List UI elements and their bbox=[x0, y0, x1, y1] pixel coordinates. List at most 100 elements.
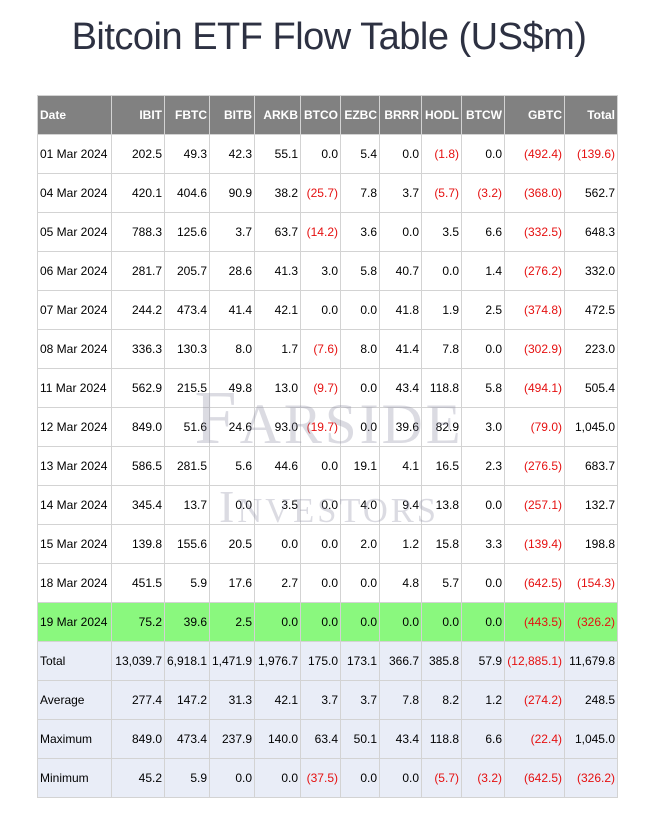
summary-row: Total 13,039.7 6,918.1 1,471.9 1,976.7 175.0 1… bbox=[37, 641, 618, 681]
column-header-gbtc: GBTC bbox=[504, 95, 565, 135]
value-cell-btcw: 3.0 bbox=[461, 407, 505, 447]
value-cell-fbtc: 5.9 bbox=[164, 758, 210, 798]
value-cell-btcw: 0.0 bbox=[461, 329, 505, 369]
value-cell-arkb: 38.2 bbox=[254, 173, 301, 213]
value-cell-arkb: 0.0 bbox=[254, 602, 301, 642]
table-row: 15 Mar 2024 139.8 155.6 20.5 0.0 0.0 2.0 1.2 15.… bbox=[37, 524, 618, 564]
value-cell-total: 683.7 bbox=[564, 446, 618, 486]
value-cell-ibit: 586.5 bbox=[111, 446, 165, 486]
value-cell-gbtc: (492.4) bbox=[504, 134, 565, 174]
etf-flow-table: Date IBIT FBTC BITB ARKB BTCO EZBC BRRR HODL BTCW… bbox=[37, 95, 618, 798]
value-cell-hodl: 118.8 bbox=[421, 719, 462, 759]
value-cell-brrr: 0.0 bbox=[379, 758, 422, 798]
column-header-bitb: BITB bbox=[209, 95, 255, 135]
value-cell-ibit: 345.4 bbox=[111, 485, 165, 525]
value-cell-hodl: 15.8 bbox=[421, 524, 462, 564]
value-cell-ezbc: 5.4 bbox=[340, 134, 380, 174]
row-label-cell: 05 Mar 2024 bbox=[37, 212, 112, 252]
value-cell-ibit: 45.2 bbox=[111, 758, 165, 798]
value-cell-hodl: 5.7 bbox=[421, 563, 462, 603]
value-cell-btco: 0.0 bbox=[300, 134, 341, 174]
value-cell-btco: (9.7) bbox=[300, 368, 341, 408]
value-cell-btco: 0.0 bbox=[300, 563, 341, 603]
value-cell-gbtc: (139.4) bbox=[504, 524, 565, 564]
value-cell-brrr: 0.0 bbox=[379, 602, 422, 642]
value-cell-fbtc: 473.4 bbox=[164, 719, 210, 759]
value-cell-brrr: 43.4 bbox=[379, 719, 422, 759]
value-cell-total: 472.5 bbox=[564, 290, 618, 330]
value-cell-brrr: 41.4 bbox=[379, 329, 422, 369]
value-cell-brrr: 39.6 bbox=[379, 407, 422, 447]
value-cell-gbtc: (642.5) bbox=[504, 563, 565, 603]
value-cell-ezbc: 3.7 bbox=[340, 680, 380, 720]
value-cell-ezbc: 7.8 bbox=[340, 173, 380, 213]
table-row: 05 Mar 2024 788.3 125.6 3.7 63.7 (14.2) 3.6 0.0… bbox=[37, 212, 618, 252]
value-cell-bitb: 3.7 bbox=[209, 212, 255, 252]
value-cell-bitb: 41.4 bbox=[209, 290, 255, 330]
value-cell-gbtc: (443.5) bbox=[504, 602, 565, 642]
value-cell-total: 11,679.8 bbox=[564, 641, 618, 681]
value-cell-btco: (14.2) bbox=[300, 212, 341, 252]
value-cell-hodl: 8.2 bbox=[421, 680, 462, 720]
value-cell-brrr: 4.8 bbox=[379, 563, 422, 603]
value-cell-btco: 3.7 bbox=[300, 680, 341, 720]
row-label-cell: 18 Mar 2024 bbox=[37, 563, 112, 603]
value-cell-btco: 175.0 bbox=[300, 641, 341, 681]
value-cell-hodl: (5.7) bbox=[421, 173, 462, 213]
value-cell-ezbc: 2.0 bbox=[340, 524, 380, 564]
value-cell-arkb: 2.7 bbox=[254, 563, 301, 603]
row-label-cell: Maximum bbox=[37, 719, 112, 759]
column-header-brrr: BRRR bbox=[379, 95, 422, 135]
value-cell-arkb: 41.3 bbox=[254, 251, 301, 291]
value-cell-fbtc: 125.6 bbox=[164, 212, 210, 252]
value-cell-total: 1,045.0 bbox=[564, 719, 618, 759]
value-cell-ezbc: 3.6 bbox=[340, 212, 380, 252]
value-cell-fbtc: 205.7 bbox=[164, 251, 210, 291]
value-cell-arkb: 0.0 bbox=[254, 758, 301, 798]
value-cell-fbtc: 13.7 bbox=[164, 485, 210, 525]
value-cell-brrr: 4.1 bbox=[379, 446, 422, 486]
value-cell-btcw: 6.6 bbox=[461, 212, 505, 252]
value-cell-bitb: 5.6 bbox=[209, 446, 255, 486]
row-label-cell: Minimum bbox=[37, 758, 112, 798]
value-cell-total: (326.2) bbox=[564, 602, 618, 642]
value-cell-total: 132.7 bbox=[564, 485, 618, 525]
value-cell-ezbc: 0.0 bbox=[340, 407, 380, 447]
row-label-cell: 01 Mar 2024 bbox=[37, 134, 112, 174]
table-row: 19 Mar 2024 75.2 39.6 2.5 0.0 0.0 0.0 0.0 0.0 0.0… bbox=[37, 602, 618, 642]
value-cell-btcw: 5.8 bbox=[461, 368, 505, 408]
value-cell-btco: 63.4 bbox=[300, 719, 341, 759]
value-cell-gbtc: (368.0) bbox=[504, 173, 565, 213]
value-cell-fbtc: 130.3 bbox=[164, 329, 210, 369]
value-cell-total: 648.3 bbox=[564, 212, 618, 252]
value-cell-btcw: (3.2) bbox=[461, 173, 505, 213]
value-cell-total: (139.6) bbox=[564, 134, 618, 174]
value-cell-btcw: 1.4 bbox=[461, 251, 505, 291]
row-label-cell: 14 Mar 2024 bbox=[37, 485, 112, 525]
value-cell-arkb: 140.0 bbox=[254, 719, 301, 759]
value-cell-fbtc: 39.6 bbox=[164, 602, 210, 642]
value-cell-hodl: 118.8 bbox=[421, 368, 462, 408]
value-cell-brrr: 41.8 bbox=[379, 290, 422, 330]
value-cell-fbtc: 6,918.1 bbox=[164, 641, 210, 681]
column-header-ibit: IBIT bbox=[111, 95, 165, 135]
value-cell-hodl: 3.5 bbox=[421, 212, 462, 252]
value-cell-ezbc: 50.1 bbox=[340, 719, 380, 759]
value-cell-brrr: 1.2 bbox=[379, 524, 422, 564]
value-cell-btco: 0.0 bbox=[300, 446, 341, 486]
value-cell-hodl: 82.9 bbox=[421, 407, 462, 447]
column-header-date: Date bbox=[37, 95, 112, 135]
column-header-btco: BTCO bbox=[300, 95, 341, 135]
table-row: 08 Mar 2024 336.3 130.3 8.0 1.7 (7.6) 8.0 41.4 7… bbox=[37, 329, 618, 369]
table-row: 06 Mar 2024 281.7 205.7 28.6 41.3 3.0 5.8 40.7 0… bbox=[37, 251, 618, 291]
value-cell-ibit: 202.5 bbox=[111, 134, 165, 174]
value-cell-gbtc: (274.2) bbox=[504, 680, 565, 720]
value-cell-gbtc: (642.5) bbox=[504, 758, 565, 798]
value-cell-arkb: 3.5 bbox=[254, 485, 301, 525]
table-body: 01 Mar 2024 202.5 49.3 42.3 55.1 0.0 5.4 0.0 (1.… bbox=[37, 134, 618, 798]
value-cell-gbtc: (494.1) bbox=[504, 368, 565, 408]
value-cell-total: 505.4 bbox=[564, 368, 618, 408]
value-cell-ezbc: 0.0 bbox=[340, 758, 380, 798]
value-cell-hodl: 0.0 bbox=[421, 251, 462, 291]
value-cell-bitb: 237.9 bbox=[209, 719, 255, 759]
